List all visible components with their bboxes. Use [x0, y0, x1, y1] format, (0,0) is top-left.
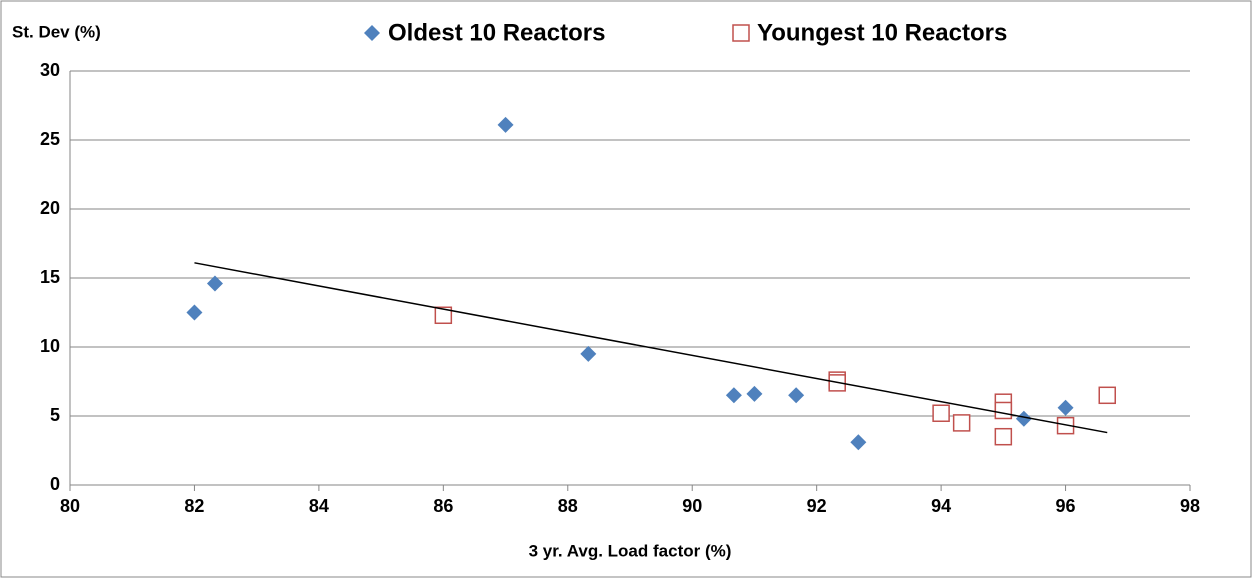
y-tick-label: 5: [50, 405, 60, 425]
x-tick-label: 80: [60, 496, 80, 516]
y-tick-label: 15: [40, 267, 60, 287]
legend-label: Youngest 10 Reactors: [757, 19, 1007, 46]
point: [746, 385, 763, 402]
point: [932, 404, 950, 422]
x-tick-label: 86: [433, 496, 453, 516]
point: [952, 414, 971, 432]
trendline: [194, 262, 1108, 434]
legend-marker: [732, 24, 750, 42]
x-tick-label: 92: [807, 496, 827, 516]
point: [1015, 410, 1032, 427]
point: [725, 387, 742, 404]
y-tick-label: 20: [40, 198, 60, 218]
point: [580, 345, 597, 362]
point: [206, 275, 223, 292]
x-axis-title: 3 yr. Avg. Load factor (%): [529, 541, 732, 560]
y-tick-label: 0: [50, 474, 60, 494]
point: [1098, 386, 1116, 405]
x-tick-label: 94: [931, 496, 951, 516]
point: [497, 116, 514, 133]
y-axis-title: St. Dev (%): [12, 22, 101, 41]
x-tick-label: 84: [309, 496, 329, 516]
legend-marker: [364, 25, 380, 41]
point: [994, 401, 1013, 420]
legend-label: Oldest 10 Reactors: [388, 19, 605, 46]
y-tick-label: 25: [40, 129, 60, 149]
x-tick-label: 88: [558, 496, 578, 516]
x-tick-label: 90: [682, 496, 702, 516]
point: [788, 387, 805, 404]
point: [850, 434, 867, 451]
x-tick-label: 96: [1056, 496, 1076, 516]
y-tick-label: 10: [40, 336, 60, 356]
x-tick-label: 82: [184, 496, 204, 516]
point: [1057, 399, 1074, 416]
point: [434, 306, 453, 325]
x-tick-label: 98: [1180, 496, 1200, 516]
point: [994, 427, 1013, 446]
point: [186, 304, 203, 321]
y-tick-label: 30: [40, 60, 60, 80]
